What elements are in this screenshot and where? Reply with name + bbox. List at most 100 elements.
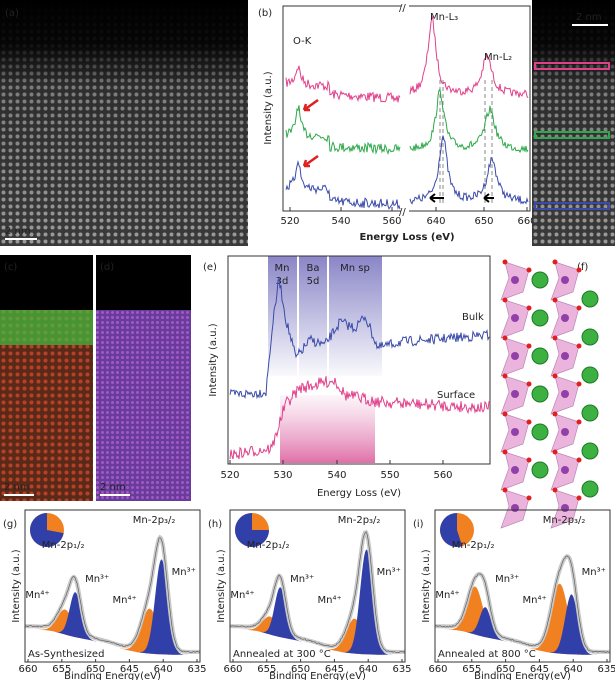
edge-label: Mn-L₃ [430, 12, 458, 23]
species-label: Mn⁴⁺ [435, 590, 459, 601]
x-tick-label: 645 [530, 664, 549, 675]
species-label: Mn⁴⁺ [25, 590, 49, 601]
o-atom [526, 267, 532, 273]
x-tick-label: 520 [220, 470, 239, 481]
species-label: Mn³⁺ [172, 567, 196, 578]
panel-label: (d) [100, 262, 114, 273]
fit-component [435, 594, 610, 655]
region-box [534, 202, 610, 210]
o-atom [552, 411, 558, 417]
o-atom [502, 449, 508, 455]
energy-band [329, 256, 382, 376]
y-axis-title: Intensity (a.u.) [208, 323, 219, 396]
fit-component [230, 549, 405, 655]
x-tick-label: 645 [120, 664, 139, 675]
species-label: Mn⁴⁺ [230, 590, 254, 601]
scale-label: 2 nm [100, 482, 126, 493]
mn-atom [511, 276, 519, 284]
ba-atom [581, 442, 599, 460]
species-label: Mn⁴⁺ [523, 595, 547, 606]
x-tick-label: 650 [291, 664, 310, 675]
panel-label: (i) [413, 519, 424, 530]
x-tick-label: 650 [86, 664, 105, 675]
scale-bar [4, 494, 34, 496]
x-tick-label: 635 [187, 664, 206, 675]
peak-label: Mn-2p₃/₂ [133, 515, 176, 526]
ba-atom [581, 404, 599, 422]
x-tick-label: 645 [325, 664, 344, 675]
o-atom [552, 297, 558, 303]
peak-label: Mn-2p₃/₂ [338, 515, 381, 526]
spectrum [409, 15, 529, 99]
panel-label: (a) [5, 8, 19, 19]
condition-label: Annealed at 300 °C [233, 649, 331, 660]
scale-bar [572, 24, 608, 26]
o-atom [526, 457, 532, 463]
scale-label: 2 nm [576, 12, 602, 23]
mn-atom [511, 504, 519, 512]
surface-fill [280, 395, 375, 463]
pie-mn3 [29, 513, 64, 547]
curve-label: Bulk [462, 312, 484, 323]
ba-atom [531, 461, 549, 479]
y-axis-title: Intensity (a.u.) [11, 549, 22, 622]
plot-frame [227, 255, 491, 465]
o-atom [576, 419, 582, 425]
ba-atom [581, 328, 599, 346]
spectrum [229, 376, 491, 460]
panel-label: (g) [3, 519, 17, 530]
x-tick-label: 640 [426, 216, 445, 227]
peak-label: Mn-2p₁/₂ [247, 540, 290, 551]
o-atom [576, 381, 582, 387]
break-mark: // [399, 207, 406, 218]
shift-arrow [483, 193, 494, 203]
x-axis-title: Binding Energy(eV) [474, 671, 571, 680]
o-atom [576, 343, 582, 349]
panel-label: (h) [208, 519, 222, 530]
spectrum [24, 537, 200, 653]
surface-layer [0, 305, 93, 345]
scale-bar [100, 494, 130, 496]
x-tick-label: 540 [327, 470, 346, 481]
break-mark: // [399, 3, 406, 14]
species-label: Mn⁴⁺ [113, 595, 137, 606]
x-tick-label: 640 [154, 664, 173, 675]
edge-label: Mn-L₂ [484, 52, 512, 63]
o-atom [502, 297, 508, 303]
panel-label: (f) [577, 262, 588, 273]
o-atom [576, 305, 582, 311]
mn-atom [511, 428, 519, 436]
axis-break [401, 1, 409, 215]
ba-atom [581, 290, 599, 308]
x-tick-label: 560 [382, 216, 401, 227]
vacuum-shade [532, 0, 615, 246]
arrow [302, 154, 319, 168]
scale-label: 2 nm [5, 226, 31, 237]
x-axis-title: Binding Energy(eV) [269, 671, 366, 680]
vacuum [0, 255, 93, 310]
o-atom [552, 373, 558, 379]
o-atom [502, 411, 508, 417]
band-label: Ba [307, 263, 320, 274]
x-tick-label: 640 [359, 664, 378, 675]
peak-label: Mn-2p₃/₂ [543, 515, 586, 526]
ba-atom [531, 309, 549, 327]
o-atom [576, 267, 582, 273]
ba-atom [581, 366, 599, 384]
x-tick-label: 650 [474, 216, 493, 227]
o-atom [526, 419, 532, 425]
o-atom [552, 449, 558, 455]
shift-arrow [429, 193, 444, 203]
o-atom [576, 495, 582, 501]
ba-atom [531, 271, 549, 289]
mn-atom [511, 390, 519, 398]
band-label: 3d [276, 276, 289, 287]
x-tick-label: 660 [517, 216, 536, 227]
x-tick-label: 550 [380, 470, 399, 481]
x-axis-title: Energy Loss (eV) [359, 232, 454, 243]
ba-atom [531, 347, 549, 365]
species-label: Mn³⁺ [582, 567, 606, 578]
ba-atom [531, 385, 549, 403]
peak-label: Mn-2p₁/₂ [42, 540, 85, 551]
